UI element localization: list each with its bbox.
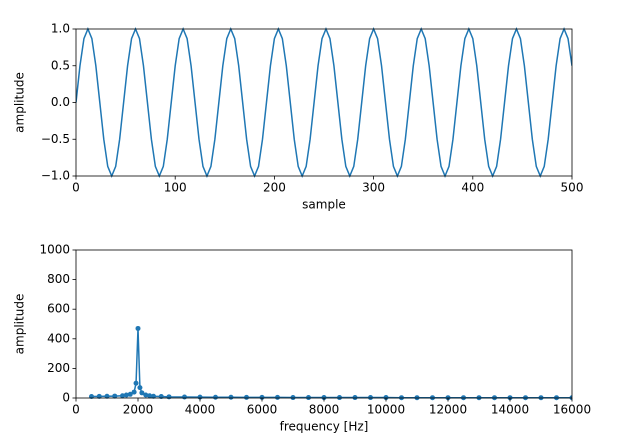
data-point [259,394,265,400]
data-point [352,395,358,401]
data-point [112,393,118,399]
data-point [139,390,145,396]
x-tick-label: 2000 [123,403,154,417]
data-point [151,393,156,399]
x-tick-label: 14000 [491,403,529,417]
data-point [290,395,296,401]
y-tick-label: −0.5 [41,132,70,146]
x-tick-label: 8000 [309,403,340,417]
data-point [120,393,125,399]
y-tick-label: 0.0 [51,95,70,109]
axes-frame [75,28,573,177]
data-point [321,395,327,401]
y-tick-label: 400 [47,331,70,345]
data-point [275,394,280,400]
y-tick-label: 200 [47,361,70,375]
data-point [228,394,234,400]
data-line [76,27,572,178]
data-line [91,328,572,399]
y-tick-label: 1.0 [51,22,70,36]
y-tick-label: 0.5 [51,58,70,72]
y-axis-label: amplitude [13,72,27,133]
data-point [244,394,249,400]
x-tick-label: 500 [561,181,584,195]
y-tick-label: 0 [62,391,70,405]
data-point [123,392,129,398]
data-point [131,389,137,395]
axes-frame [75,249,573,399]
x-axis-label: sample [302,198,346,212]
data-point [135,325,141,331]
data-point [306,395,311,401]
y-tick-label: 800 [47,272,70,286]
data-point [104,393,110,399]
data-point [143,392,149,398]
y-tick-label: 1000 [39,243,70,257]
x-tick-label: 200 [263,181,286,195]
x-tick-label: 12000 [429,403,467,417]
x-tick-label: 100 [164,181,187,195]
x-tick-label: 10000 [367,403,405,417]
y-tick-label: 600 [47,302,70,316]
x-tick-label: 400 [461,181,484,195]
data-point [337,395,342,401]
data-point [147,393,153,399]
x-tick-label: 300 [362,181,385,195]
data-point [137,385,143,391]
x-tick-label: 0 [72,181,80,195]
data-point [133,380,139,386]
y-tick-label: −1.0 [41,169,70,183]
x-tick-label: 0 [72,403,80,417]
data-point [182,394,187,400]
y-axis-label: amplitude [13,294,27,355]
data-point [166,394,172,400]
x-tick-label: 6000 [247,403,278,417]
x-axis-label: frequency [Hz] [280,420,369,434]
data-point [368,395,373,401]
data-point [213,394,218,400]
x-tick-label: 16000 [553,403,591,417]
data-point [383,395,389,401]
x-tick-label: 4000 [185,403,216,417]
data-point [127,391,133,397]
